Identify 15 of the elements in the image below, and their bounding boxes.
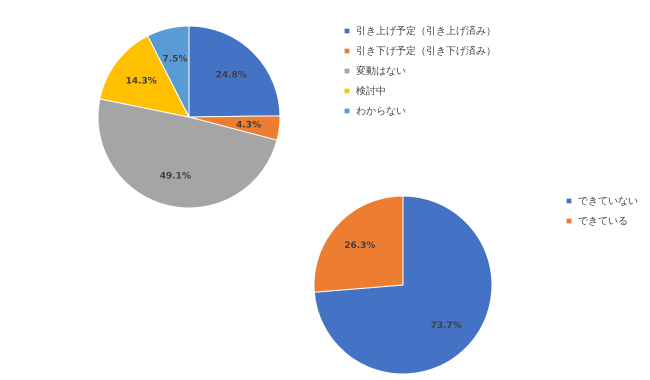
data-label: 49.1%: [160, 171, 191, 182]
legend-label: 引き下げ予定（引き下げ済み）: [356, 45, 496, 57]
legend-label: 検討中: [356, 85, 386, 97]
legend-label: わからない: [356, 106, 406, 117]
data-label: 73.7%: [430, 320, 462, 331]
pie-slice: [314, 196, 492, 374]
data-label: 24.8%: [216, 70, 247, 80]
legend-label: 引き上げ予定（引き上げ済み）: [356, 25, 496, 37]
data-label: 14.3%: [126, 76, 157, 87]
legend-label: できていない: [578, 196, 638, 207]
data-label: 26.3%: [344, 241, 376, 252]
data-label: 4.3%: [236, 120, 262, 130]
legend-label: 変動はない: [356, 65, 406, 77]
data-label: 7.5%: [162, 54, 188, 65]
legend-label: できている: [578, 216, 628, 227]
